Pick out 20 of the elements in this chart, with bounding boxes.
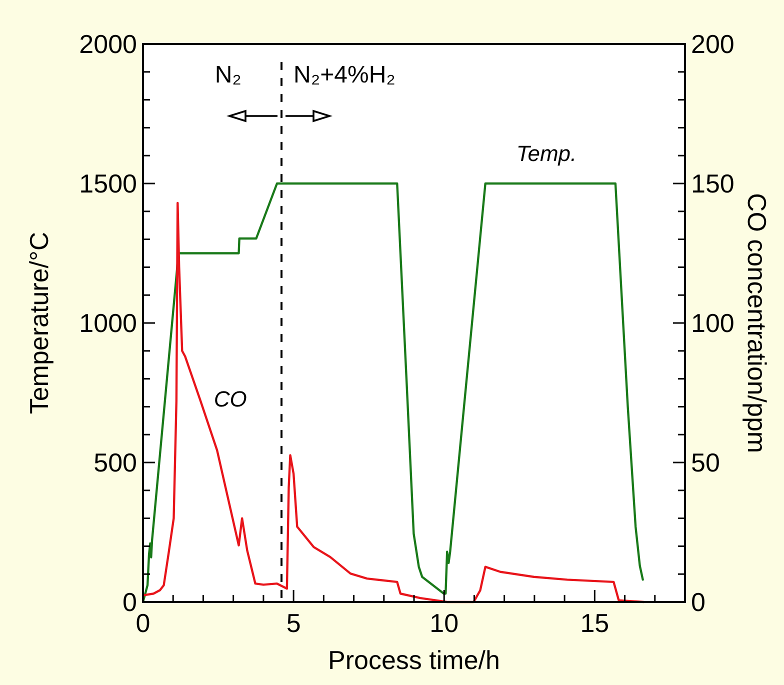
- y2-tick-label: 50: [691, 448, 720, 478]
- y-axis-title: Temperature/°C: [24, 232, 54, 414]
- y-tick-label: 1000: [79, 308, 137, 338]
- x-tick-label: 15: [580, 608, 610, 638]
- y-tick-label: 0: [122, 587, 137, 617]
- y2-axis-title: CO concentration/ppm: [742, 192, 772, 454]
- series-label: Temp.: [516, 141, 577, 166]
- x-axis-title: Process time/h: [328, 645, 500, 675]
- series-label: CO: [214, 386, 247, 412]
- y2-tick-label: 100: [691, 308, 734, 338]
- y-tick-label: 2000: [79, 29, 137, 59]
- annotation: N₂+4%H₂: [294, 62, 396, 89]
- y2-tick-label: 150: [691, 168, 734, 198]
- x-tick-label: 10: [430, 608, 459, 638]
- y2-tick-label: 0: [691, 587, 706, 617]
- y-tick-label: 1500: [79, 168, 137, 198]
- x-tick-label: 5: [286, 608, 301, 638]
- annotation: N₂: [214, 62, 242, 89]
- y-tick-label: 500: [94, 448, 137, 478]
- y2-tick-label: 200: [691, 29, 734, 59]
